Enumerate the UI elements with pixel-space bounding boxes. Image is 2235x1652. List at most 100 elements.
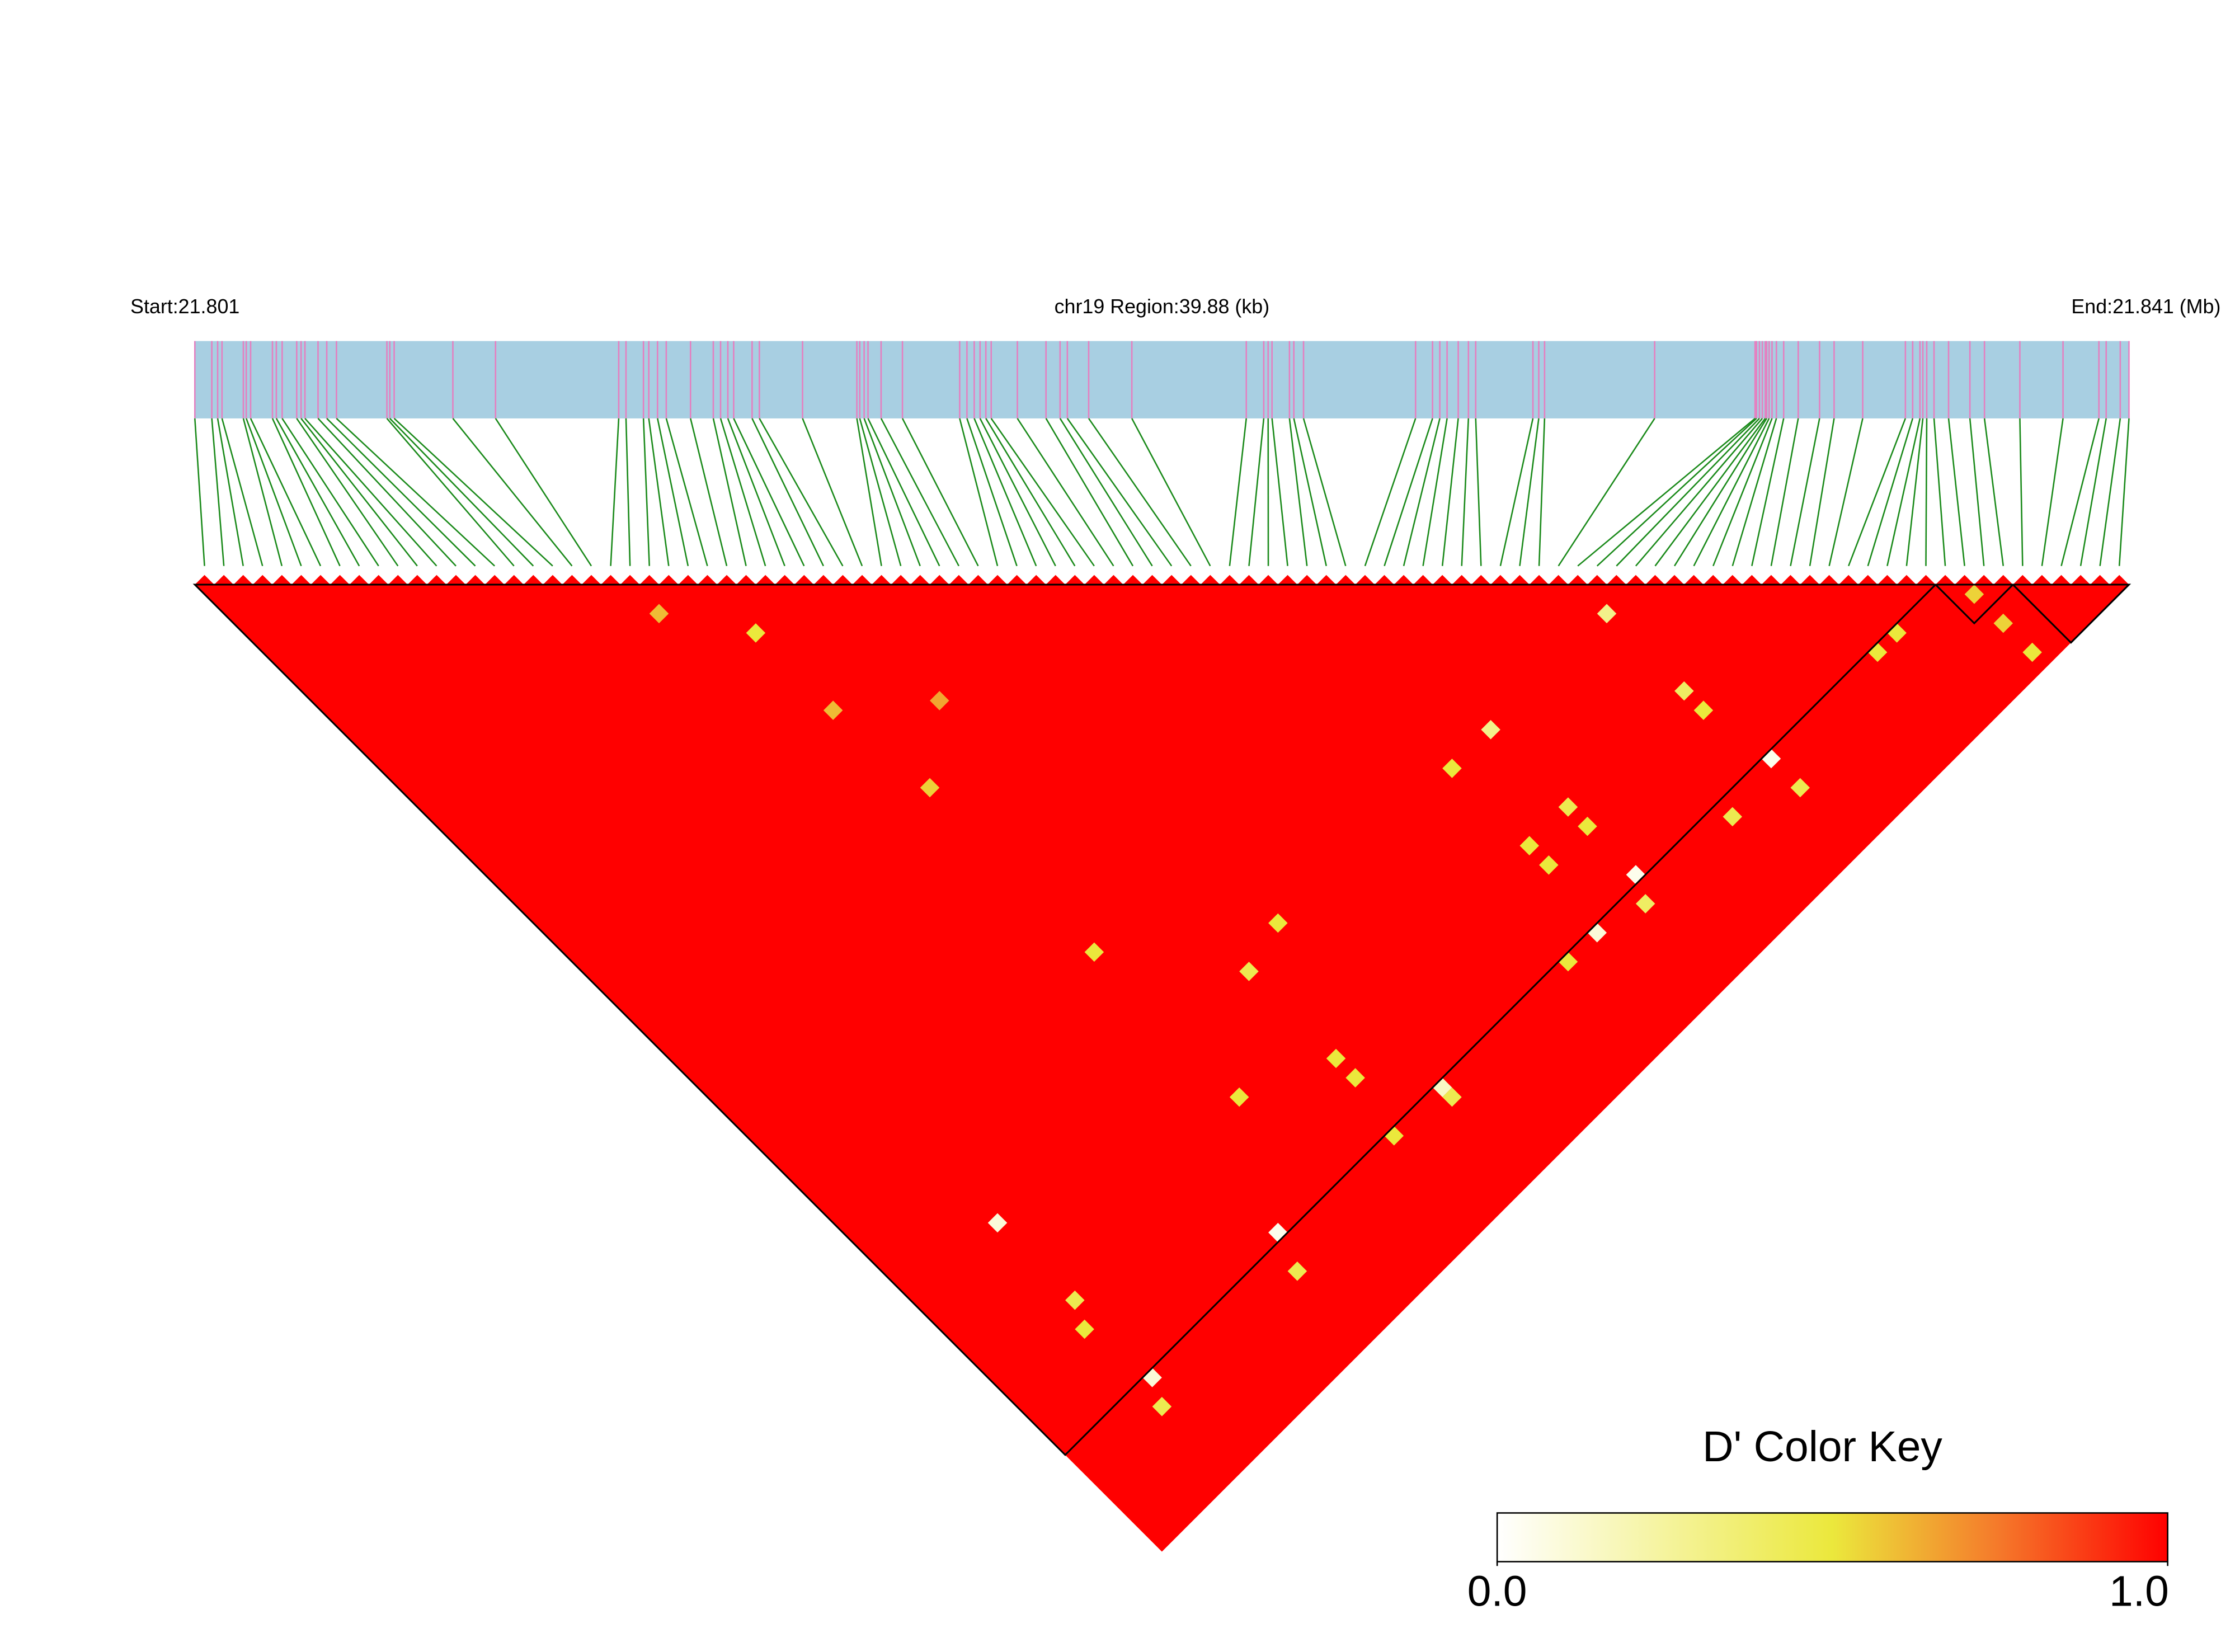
snp-link-line [1969,418,1985,566]
ld-cell [1268,1222,1288,1242]
snp-link-line [1925,418,1928,566]
ld-cell [1065,1290,1085,1310]
snp-link-line [2079,418,2107,566]
ld-cell [1229,1087,1249,1107]
snp-link-line [625,418,631,566]
ld-cell [1964,584,1984,604]
ld-cell [1558,797,1578,817]
snp-link-line [1654,418,1766,567]
snp-link-line [242,418,283,567]
snp-link-line [281,418,379,567]
ld-cell [1867,642,1888,662]
snp-link-line [1364,418,1417,567]
ld-cell [1539,855,1559,875]
snp-link-line [1886,418,1921,566]
ld-cell [1345,1068,1365,1088]
ld-cell [1075,1319,1094,1339]
ld-cell [1790,778,1810,798]
ld-cell [1152,1397,1172,1416]
snp-link-line [1828,418,1864,566]
snp-link-line [495,418,592,567]
snp-link-line [802,418,863,567]
ld-block [1933,583,2015,625]
snp-link-line [610,418,620,566]
snp-link-line [856,418,882,566]
snp-link-line [1538,418,1546,566]
ld-cell [1084,942,1104,962]
ld-cell [1993,613,2013,633]
snp-link-line [300,418,418,567]
end-label: End:21.841 (Mb) [2071,295,2220,318]
snp-link-line [245,418,302,567]
snp-link-line [1017,418,1114,567]
snp-link-line [966,418,1018,567]
snp-link-line [1770,418,1799,566]
snp-link-line [2118,418,2130,566]
snp-link-line [2019,418,2024,566]
snp-link-line [751,418,825,567]
ld-cell [1481,719,1500,740]
region-label: chr19 Region:39.88 (kb) [1055,295,1270,318]
snp-link-line [2041,418,2064,566]
colorbar-tick-label: 1.0 [2109,1568,2169,1616]
snp-link-line [271,418,341,567]
snp-link-line [973,418,1037,567]
snp-link-line [1293,418,1328,566]
snp-link-line [712,418,747,566]
snp-link-line [733,418,805,567]
snp-link-line [880,418,960,567]
snp-link-line [642,418,651,566]
snp-link-line [336,417,496,567]
snp-link-line [959,418,999,567]
snp-link-line [1403,418,1441,567]
snp-link-line [1947,418,1965,566]
snp-link-line [275,418,360,567]
snp-link-line [979,418,1056,567]
snp-link-line [1475,418,1482,566]
ld-cell [1674,681,1694,701]
snp-link-line [759,418,844,567]
snp-link-line [1059,418,1153,567]
snp-link-line [1461,418,1470,566]
ld-cell [2022,642,2042,662]
snp-link-line [1271,418,1288,566]
snp-link-line [1731,418,1777,567]
snp-link-line [452,418,573,567]
snp-link-line [1131,418,1211,567]
snp-link-line [1867,418,1914,567]
ld-cell [1597,604,1617,624]
snp-link-line [221,418,264,567]
ld-cell [1442,759,1462,778]
snp-link-line [1519,418,1540,566]
snp-link-line [1693,418,1770,567]
snp-link-line [867,418,940,567]
snp-link-line [859,418,902,567]
colorbar-tick-label: 0.0 [1467,1568,1527,1616]
snp-link-line [386,418,515,567]
snp-link-line [1384,418,1433,567]
snp-link-line [1848,418,1907,567]
snp-link-line [393,417,553,567]
snp-link-line [648,418,670,566]
snp-link-line [1229,418,1248,566]
snp-link-line [985,418,1076,567]
snp-link-line [1248,418,1265,566]
snp-link-line [719,418,766,567]
ld-cell [1723,807,1743,827]
snp-link-line [727,418,785,567]
snp-link-line [1635,418,1763,567]
ld-cell [1635,894,1655,914]
snp-link-line [217,418,244,566]
snp-link-line [990,418,1095,567]
ld-cell [649,604,669,624]
ld-background [195,584,2129,1552]
ld-cell [987,1213,1008,1233]
snp-link-line [1983,418,2005,566]
ld-cell [930,691,949,710]
snp-link-line [304,418,437,567]
snp-link-line [1751,418,1785,566]
snp-link-line [1712,418,1773,567]
snp-link-line [2099,418,2121,566]
ld-cell [1287,1262,1307,1281]
